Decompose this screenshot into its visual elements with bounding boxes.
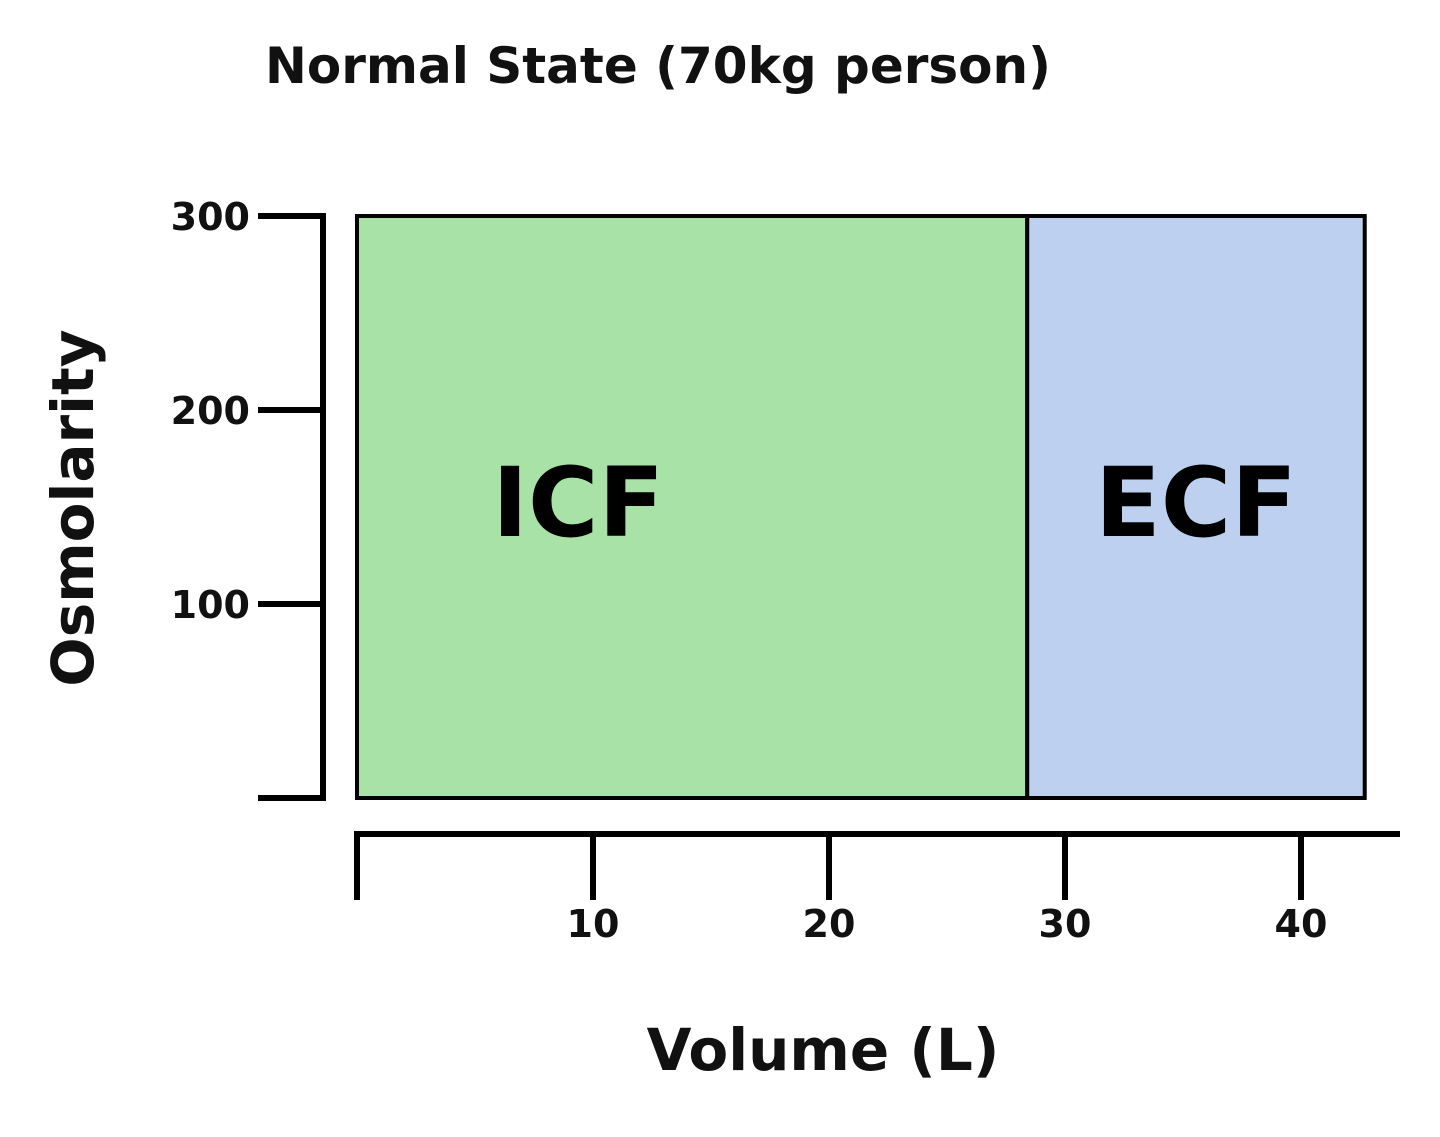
y-tick-label-200: 200 xyxy=(171,389,250,433)
x-axis-label: Volume (L) xyxy=(647,1016,1000,1084)
x-axis-line xyxy=(354,831,1400,900)
region-label-icf: ICF xyxy=(492,447,664,559)
x-tick-label-40: 40 xyxy=(1275,902,1328,946)
region-label-ecf: ECF xyxy=(1095,447,1297,559)
y-axis-line xyxy=(258,213,326,801)
x-tick-label-10: 10 xyxy=(567,902,620,946)
y-axis-label: Osmolarity xyxy=(39,329,107,686)
y-ticks: 100 200 300 xyxy=(171,195,323,627)
plot-regions: ICF ECF xyxy=(355,214,1367,800)
x-tick-label-20: 20 xyxy=(803,902,856,946)
y-tick-label-300: 300 xyxy=(171,195,250,239)
x-ticks: 10 20 30 40 xyxy=(567,834,1328,946)
region-icf xyxy=(355,214,1030,800)
region-ecf xyxy=(1025,214,1367,800)
chart-title: Normal State (70kg person) xyxy=(265,37,1051,95)
x-tick-label-30: 30 xyxy=(1039,902,1092,946)
y-tick-label-100: 100 xyxy=(171,583,250,627)
